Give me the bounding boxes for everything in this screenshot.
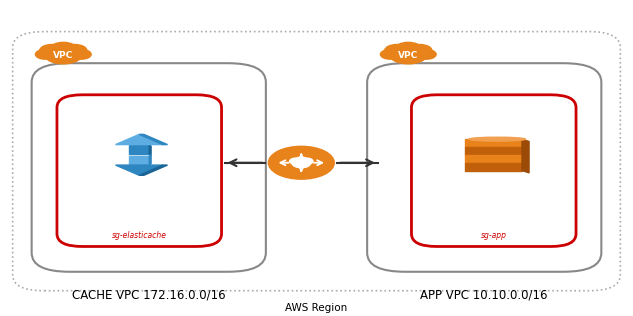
Polygon shape (116, 134, 163, 145)
Polygon shape (465, 147, 522, 155)
Circle shape (395, 42, 422, 56)
Polygon shape (116, 165, 163, 175)
Polygon shape (129, 145, 149, 154)
Polygon shape (522, 139, 529, 173)
Ellipse shape (469, 137, 525, 141)
Circle shape (295, 157, 308, 164)
Circle shape (50, 42, 77, 56)
Text: VPC: VPC (398, 51, 418, 60)
Polygon shape (139, 165, 168, 175)
FancyBboxPatch shape (367, 63, 601, 272)
Circle shape (408, 45, 432, 57)
Polygon shape (149, 145, 151, 155)
Circle shape (44, 45, 82, 64)
Text: VPC: VPC (53, 51, 73, 60)
Text: sg-app: sg-app (480, 231, 507, 240)
Circle shape (385, 45, 409, 57)
Circle shape (268, 146, 334, 179)
Circle shape (301, 158, 313, 164)
Polygon shape (139, 134, 168, 145)
Text: AWS Region: AWS Region (285, 303, 348, 313)
Text: sg-elasticache: sg-elasticache (112, 231, 166, 240)
Polygon shape (465, 163, 522, 171)
Circle shape (389, 45, 427, 64)
Polygon shape (129, 156, 149, 165)
FancyBboxPatch shape (32, 63, 266, 272)
Text: CACHE VPC 172.16.0.0/16: CACHE VPC 172.16.0.0/16 (72, 289, 225, 302)
Circle shape (63, 45, 87, 57)
Circle shape (290, 158, 302, 164)
Circle shape (35, 50, 54, 59)
Polygon shape (149, 155, 151, 165)
FancyBboxPatch shape (57, 95, 222, 246)
Circle shape (72, 50, 91, 59)
Text: APP VPC 10.10.0.0/16: APP VPC 10.10.0.0/16 (420, 289, 548, 302)
Polygon shape (465, 155, 522, 163)
Circle shape (380, 50, 399, 59)
Circle shape (40, 45, 64, 57)
Polygon shape (465, 139, 522, 147)
Circle shape (292, 158, 311, 168)
Circle shape (417, 50, 436, 59)
FancyBboxPatch shape (411, 95, 576, 246)
FancyBboxPatch shape (13, 32, 620, 291)
